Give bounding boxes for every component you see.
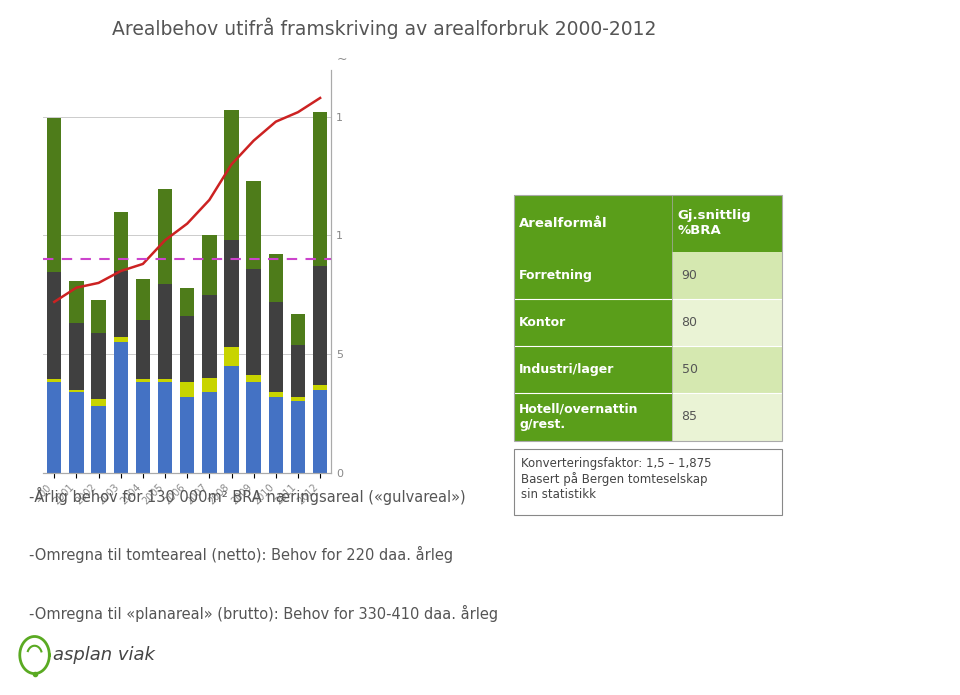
Bar <box>247 375 261 382</box>
Bar <box>47 118 61 272</box>
Bar <box>135 382 150 473</box>
Bar <box>269 397 283 473</box>
Bar <box>47 379 61 382</box>
Text: 80: 80 <box>682 316 698 329</box>
Bar <box>269 302 283 392</box>
Bar <box>313 112 327 266</box>
Bar <box>247 269 261 375</box>
Bar <box>91 333 106 399</box>
Bar <box>180 316 194 382</box>
Text: -Omregna til tomteareal (netto): Behov for 220 daa. årleg: -Omregna til tomteareal (netto): Behov f… <box>29 546 453 562</box>
Text: Arealformål: Arealformål <box>519 217 608 229</box>
Text: Arealbehov utifrå framskriving av arealforbruk 2000-2012: Arealbehov utifrå framskriving av arealf… <box>111 17 657 39</box>
Bar <box>225 240 239 347</box>
Bar <box>113 342 128 473</box>
Bar <box>157 189 172 284</box>
Text: Industri/lager: Industri/lager <box>519 363 614 376</box>
Bar <box>69 392 84 473</box>
Bar <box>135 320 150 379</box>
Bar <box>180 397 194 473</box>
Bar <box>313 266 327 385</box>
Bar <box>247 181 261 269</box>
Text: -Årlig behov for 130 000m² BRA næringsareal («gulvareal»): -Årlig behov for 130 000m² BRA næringsar… <box>29 486 466 505</box>
Bar <box>291 345 305 397</box>
Bar <box>225 110 239 240</box>
Bar <box>113 271 128 338</box>
Bar <box>269 392 283 397</box>
Text: Forretning: Forretning <box>519 269 593 281</box>
Text: ~: ~ <box>337 52 348 65</box>
Bar <box>47 382 61 473</box>
Bar <box>313 385 327 390</box>
Bar <box>113 212 128 271</box>
Text: 85: 85 <box>682 411 698 423</box>
Text: Konverteringsfaktor: 1,5 – 1,875
Basert på Bergen tomteselskap
sin statistikk: Konverteringsfaktor: 1,5 – 1,875 Basert … <box>521 457 711 502</box>
Bar <box>225 366 239 473</box>
Bar <box>135 379 150 382</box>
Bar <box>91 300 106 333</box>
Bar <box>203 236 217 295</box>
Bar <box>313 390 327 473</box>
Bar <box>47 272 61 379</box>
Bar <box>225 347 239 366</box>
Bar <box>69 281 84 323</box>
Bar <box>91 406 106 473</box>
Text: asplan viak: asplan viak <box>54 646 156 664</box>
Bar <box>157 379 172 382</box>
Bar <box>180 382 194 397</box>
Bar <box>180 288 194 316</box>
Bar <box>291 402 305 473</box>
Bar <box>157 284 172 379</box>
Text: -Omregna til «planareal» (brutto): Behov for 330-410 daa. årleg: -Omregna til «planareal» (brutto): Behov… <box>29 605 498 621</box>
Text: Hotell/overnattin
g/rest.: Hotell/overnattin g/rest. <box>519 403 638 431</box>
Bar <box>291 313 305 345</box>
Bar <box>157 382 172 473</box>
Bar <box>203 295 217 378</box>
Bar <box>69 323 84 390</box>
Bar <box>291 397 305 402</box>
Bar <box>269 254 283 302</box>
Text: Gj.snittlig
%BRA: Gj.snittlig %BRA <box>678 209 752 237</box>
Bar <box>69 390 84 392</box>
Bar <box>113 338 128 342</box>
Text: 90: 90 <box>682 269 698 281</box>
Text: 50: 50 <box>682 363 698 376</box>
Bar <box>91 399 106 406</box>
Bar <box>247 382 261 473</box>
Text: Kontor: Kontor <box>519 316 566 329</box>
Bar <box>203 378 217 392</box>
Bar <box>203 392 217 473</box>
Bar <box>135 279 150 320</box>
